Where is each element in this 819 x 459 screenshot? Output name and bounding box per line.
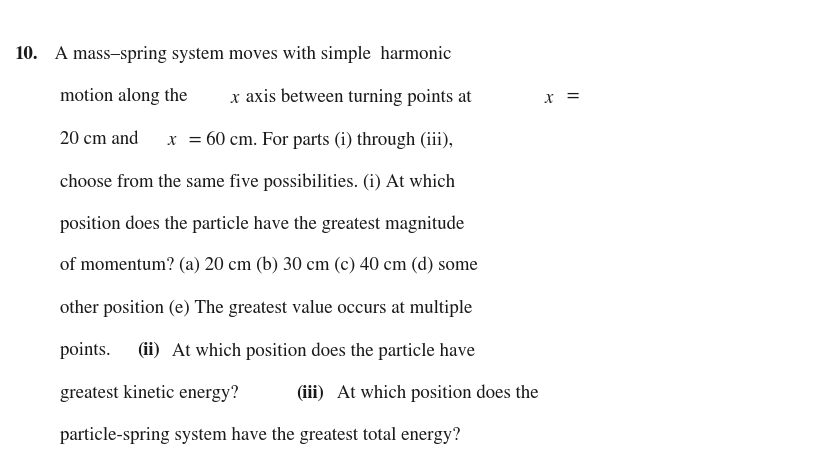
Text: of momentum? (a) 20 cm (b) 30 cm (c) 40 cm (d) some: of momentum? (a) 20 cm (b) 30 cm (c) 40 …	[60, 257, 477, 274]
Text: position does the particle have the greatest magnitude: position does the particle have the grea…	[60, 215, 464, 232]
Text: (iii): (iii)	[296, 384, 324, 401]
Text: At which position does the particle have: At which position does the particle have	[167, 341, 475, 359]
Text: points.: points.	[60, 341, 120, 358]
Text: = 60 cm. For parts (i) through (iii),: = 60 cm. For parts (i) through (iii),	[184, 130, 453, 148]
Text: At which position does the: At which position does the	[333, 384, 539, 401]
Text: particle-spring system have the greatest total energy?: particle-spring system have the greatest…	[60, 426, 460, 443]
Text: x: x	[167, 130, 175, 149]
Text: x: x	[545, 88, 554, 106]
Text: ₂: ₂	[178, 130, 183, 147]
Text: 10.: 10.	[15, 46, 38, 63]
Text: (ii): (ii)	[138, 341, 161, 358]
Text: other position (e) The greatest value occurs at multiple: other position (e) The greatest value oc…	[60, 299, 473, 316]
Text: A mass–spring system moves with simple  harmonic: A mass–spring system moves with simple h…	[45, 46, 451, 63]
Text: greatest kinetic energy?: greatest kinetic energy?	[60, 384, 243, 401]
Text: choose from the same five possibilities. (i) At which: choose from the same five possibilities.…	[60, 173, 455, 190]
Text: =: =	[562, 88, 579, 105]
Text: x: x	[230, 88, 239, 106]
Text: 20 cm and: 20 cm and	[60, 130, 143, 147]
Text: axis between turning points at: axis between turning points at	[242, 88, 477, 106]
Text: motion along the: motion along the	[60, 88, 192, 105]
Text: ₁: ₁	[556, 88, 560, 105]
